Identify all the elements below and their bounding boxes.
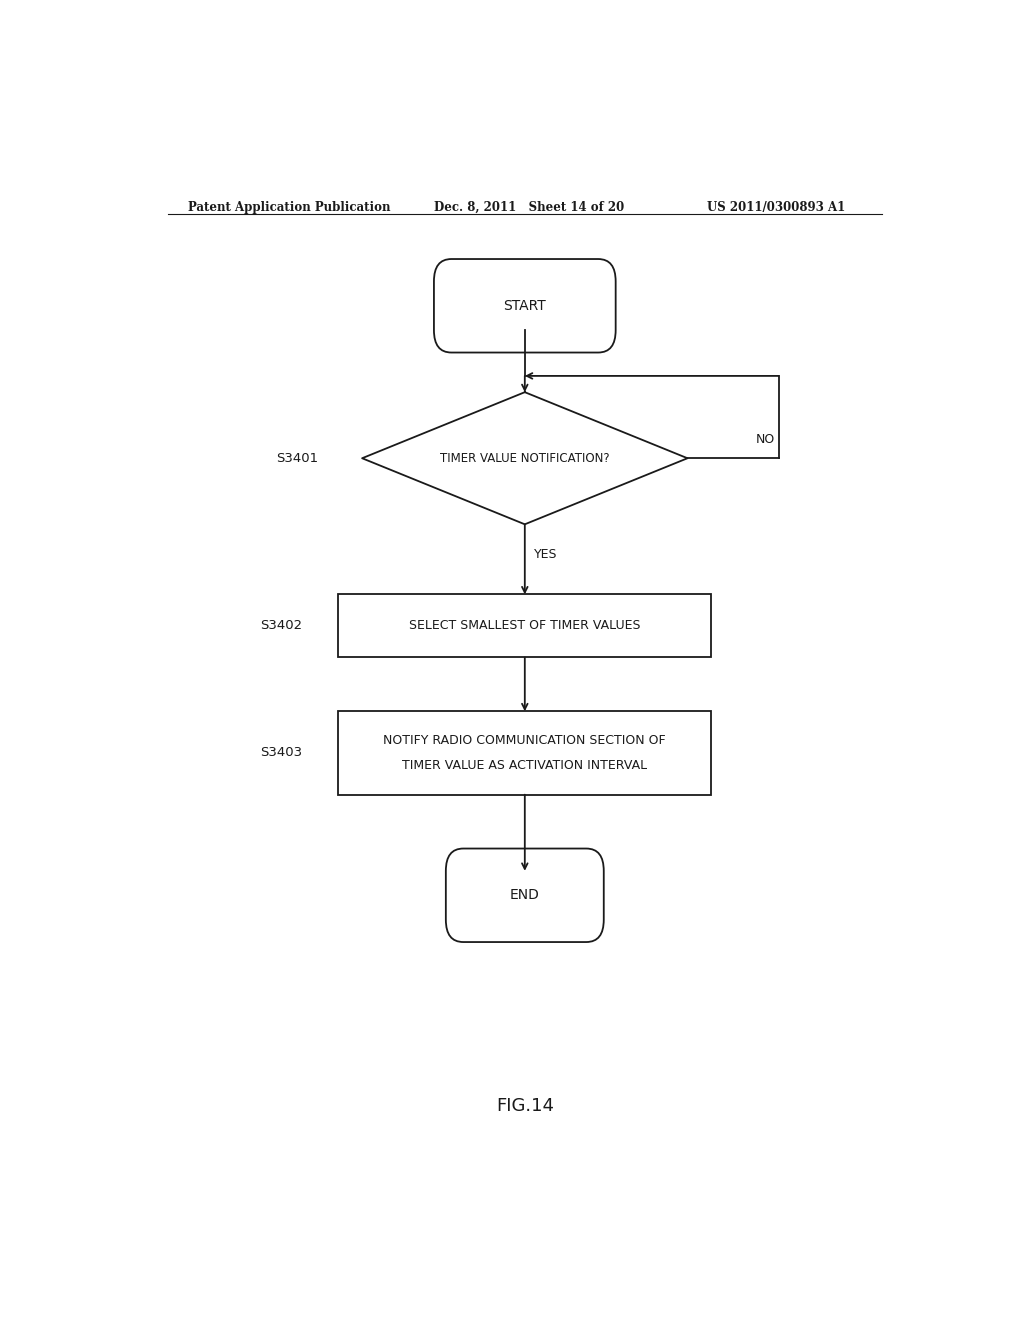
Text: Patent Application Publication: Patent Application Publication <box>187 201 390 214</box>
Text: S3401: S3401 <box>276 451 318 465</box>
Text: END: END <box>510 888 540 903</box>
FancyBboxPatch shape <box>445 849 604 942</box>
FancyBboxPatch shape <box>338 594 712 657</box>
Text: YES: YES <box>535 548 558 561</box>
Text: START: START <box>504 298 546 313</box>
Text: FIG.14: FIG.14 <box>496 1097 554 1114</box>
Text: S3403: S3403 <box>260 747 303 759</box>
Text: TIMER VALUE AS ACTIVATION INTERVAL: TIMER VALUE AS ACTIVATION INTERVAL <box>402 759 647 772</box>
Text: NOTIFY RADIO COMMUNICATION SECTION OF: NOTIFY RADIO COMMUNICATION SECTION OF <box>383 734 667 747</box>
Text: SELECT SMALLEST OF TIMER VALUES: SELECT SMALLEST OF TIMER VALUES <box>409 619 641 632</box>
FancyBboxPatch shape <box>338 711 712 795</box>
FancyBboxPatch shape <box>434 259 615 352</box>
Text: TIMER VALUE NOTIFICATION?: TIMER VALUE NOTIFICATION? <box>440 451 609 465</box>
Text: S3402: S3402 <box>260 619 303 632</box>
Text: NO: NO <box>756 433 775 446</box>
Text: US 2011/0300893 A1: US 2011/0300893 A1 <box>708 201 846 214</box>
Text: Dec. 8, 2011   Sheet 14 of 20: Dec. 8, 2011 Sheet 14 of 20 <box>433 201 624 214</box>
